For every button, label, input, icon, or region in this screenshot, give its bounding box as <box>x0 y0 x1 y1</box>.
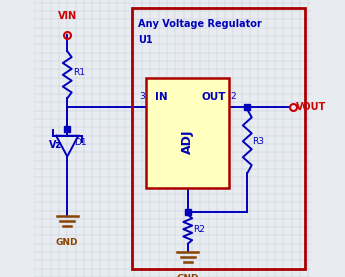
Text: R3: R3 <box>252 137 264 146</box>
Text: OUT: OUT <box>202 92 226 102</box>
Text: 3: 3 <box>139 92 145 101</box>
Bar <box>146 78 229 188</box>
Text: VOUT: VOUT <box>296 102 327 112</box>
Text: Any Voltage Regulator: Any Voltage Regulator <box>138 19 262 29</box>
Bar <box>132 8 305 269</box>
Text: D1: D1 <box>74 138 87 147</box>
Text: GND: GND <box>177 274 199 277</box>
Text: 2: 2 <box>231 92 236 101</box>
Text: ADJ: ADJ <box>181 129 194 153</box>
Text: IN: IN <box>155 92 168 102</box>
Text: R1: R1 <box>73 68 85 76</box>
Text: GND: GND <box>56 238 79 247</box>
Text: U1: U1 <box>138 35 152 45</box>
Text: R2: R2 <box>193 225 205 234</box>
Text: Vz: Vz <box>49 140 62 150</box>
Text: VIN: VIN <box>58 11 77 21</box>
